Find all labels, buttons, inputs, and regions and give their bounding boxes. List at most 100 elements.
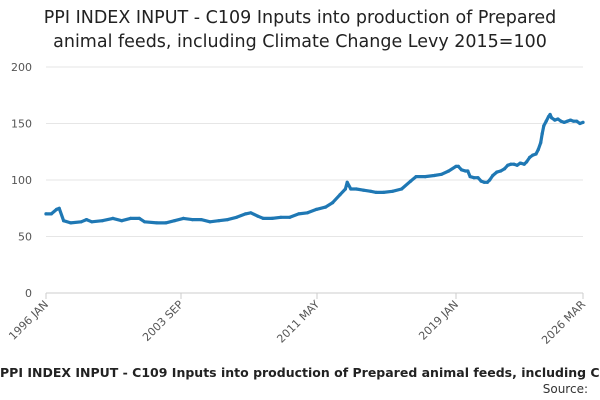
data-point-42 [361, 188, 366, 192]
data-point-66 [491, 173, 495, 178]
data-point-86 [548, 112, 552, 117]
data-point-61 [476, 176, 480, 180]
data-point-30 [279, 215, 283, 219]
x-tick-label-3: 2019 JAN [416, 298, 461, 343]
data-point-40 [349, 187, 353, 191]
data-point-51 [432, 173, 436, 178]
data-point-55 [456, 164, 460, 168]
data-point-81 [539, 141, 543, 145]
data-point-92 [565, 119, 569, 123]
x-tick-label-0: 1996 JAN [6, 298, 51, 343]
data-point-26 [249, 211, 253, 215]
data-point-73 [515, 163, 519, 167]
data-point-62 [479, 179, 483, 183]
data-point-63 [482, 180, 486, 184]
data-point-87 [550, 116, 554, 120]
data-point-9 [100, 219, 104, 223]
data-point-85 [546, 115, 551, 119]
chart-title: PPI INDEX INPUT - C109 Inputs into produ… [0, 6, 600, 54]
data-point-75 [522, 162, 526, 166]
data-point-31 [288, 215, 292, 219]
legend-label[interactable]: PPI INDEX INPUT - C109 Inputs into produ… [0, 365, 600, 380]
data-point-24 [235, 215, 239, 219]
y-tick-label-0: 0 [25, 287, 32, 300]
data-point-97 [581, 120, 585, 124]
data-point-35 [323, 205, 328, 209]
series-line-0 [44, 112, 585, 225]
data-point-52 [439, 172, 444, 176]
data-point-8 [90, 220, 94, 224]
data-point-50 [423, 175, 427, 179]
x-tick-label-2: 2011 MAY [274, 298, 322, 346]
data-point-27 [256, 214, 260, 218]
data-point-22 [217, 219, 221, 223]
data-point-6 [79, 220, 83, 224]
data-point-53 [447, 169, 451, 173]
data-point-20 [199, 218, 203, 222]
data-point-2 [55, 207, 59, 211]
data-point-76 [525, 160, 529, 164]
data-point-25 [243, 212, 248, 216]
data-point-70 [506, 163, 510, 167]
data-point-18 [181, 216, 185, 220]
data-point-95 [575, 119, 579, 123]
data-point-3 [57, 206, 61, 210]
source-label: Source: [542, 382, 588, 396]
data-point-80 [536, 147, 540, 152]
data-point-84 [544, 119, 548, 123]
data-point-23 [226, 218, 230, 222]
y-tick-label-150: 150 [11, 118, 32, 131]
data-point-21 [208, 220, 212, 224]
data-point-0 [44, 212, 48, 216]
data-point-4 [62, 219, 66, 223]
data-point-36 [331, 201, 335, 205]
data-point-34 [314, 207, 318, 211]
data-point-7 [84, 218, 89, 222]
data-point-44 [374, 190, 378, 194]
data-point-72 [512, 162, 516, 166]
data-point-58 [466, 169, 470, 173]
data-point-91 [562, 120, 566, 124]
data-point-28 [261, 216, 265, 220]
data-point-64 [485, 180, 489, 184]
data-point-17 [172, 219, 177, 223]
chart-title-line-2: animal feeds, including Climate Change L… [53, 32, 547, 52]
legend[interactable]: PPI INDEX INPUT - C109 Inputs into produ… [0, 365, 600, 380]
data-point-48 [409, 179, 413, 183]
data-point-60 [472, 176, 476, 180]
data-point-90 [559, 119, 563, 123]
data-point-12 [128, 216, 133, 220]
data-point-96 [578, 121, 582, 126]
data-point-33 [305, 211, 310, 215]
y-tick-label-100: 100 [11, 174, 32, 187]
data-point-13 [137, 216, 141, 220]
chart-title-line-1: PPI INDEX INPUT - C109 Inputs into produ… [43, 8, 557, 28]
axis-layer: 0 50 100 150 200 1996 JAN 2003 SEP 2011 MAY 2019… [6, 61, 588, 347]
data-point-57 [463, 169, 467, 173]
data-point-68 [499, 169, 503, 173]
data-point-46 [390, 189, 395, 193]
data-point-16 [164, 221, 168, 225]
data-point-47 [400, 187, 404, 191]
data-point-83 [542, 124, 546, 128]
data-point-37 [338, 193, 342, 197]
data-point-10 [111, 216, 115, 220]
data-point-74 [518, 161, 522, 165]
data-point-41 [354, 187, 358, 191]
data-point-38 [343, 187, 347, 191]
data-point-15 [155, 221, 159, 225]
data-point-43 [369, 189, 373, 193]
data-point-69 [503, 167, 507, 171]
data-point-11 [120, 219, 124, 223]
data-point-82 [540, 132, 544, 136]
data-point-79 [534, 152, 538, 156]
y-tick-label-50: 50 [18, 231, 32, 244]
data-point-19 [190, 218, 194, 222]
data-point-71 [509, 162, 513, 166]
y-tick-label-200: 200 [11, 61, 32, 74]
data-point-94 [572, 119, 576, 123]
data-point-39 [345, 180, 349, 184]
data-point-93 [568, 118, 573, 122]
data-point-89 [556, 117, 560, 121]
series-layer [44, 112, 585, 225]
